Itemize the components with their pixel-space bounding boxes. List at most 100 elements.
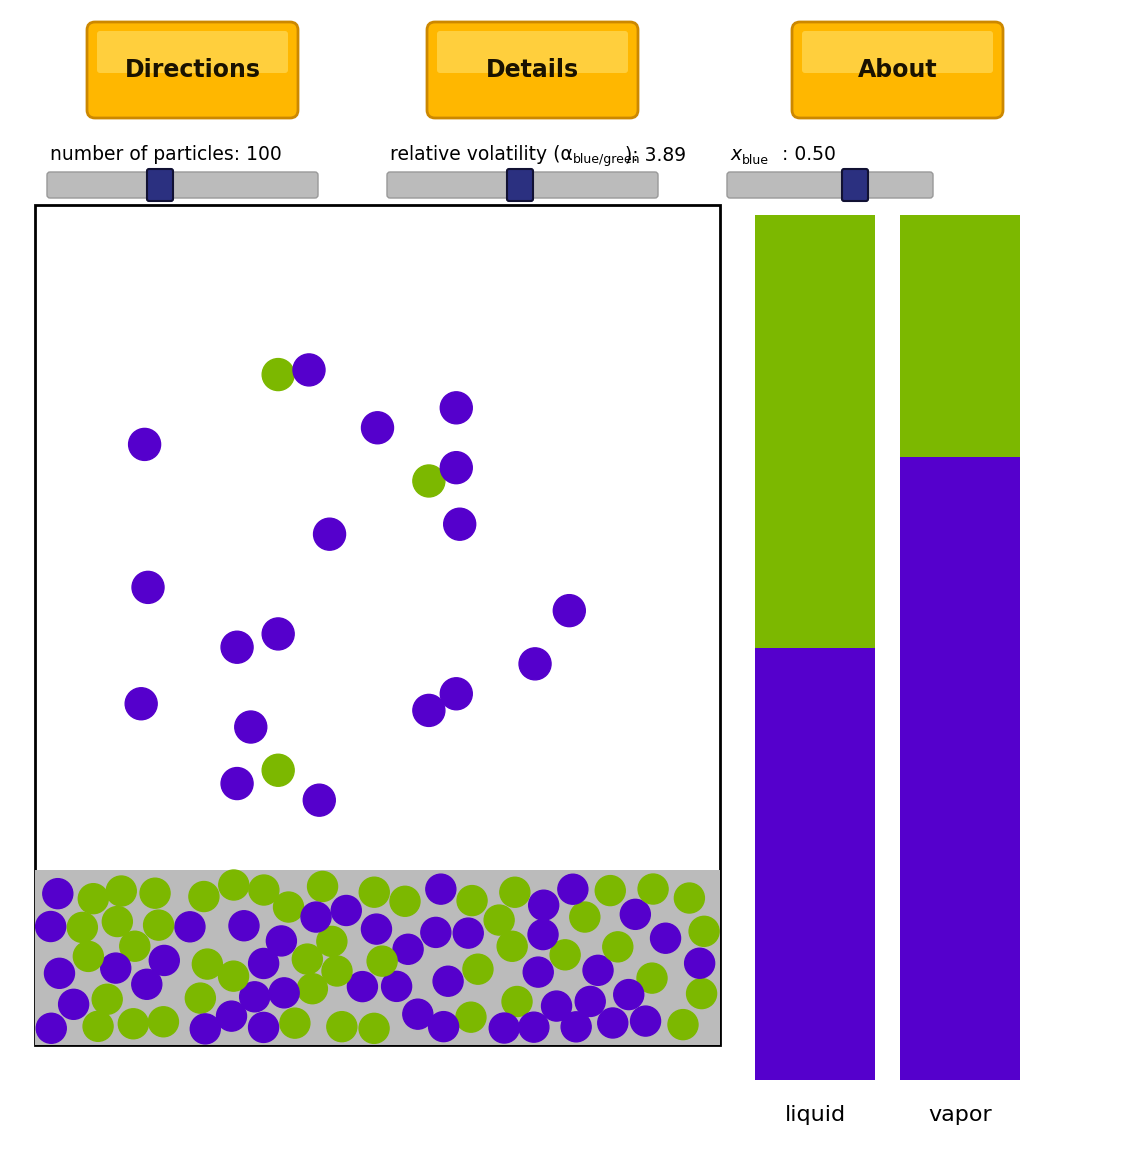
Text: vapor: vapor bbox=[928, 1105, 992, 1125]
Circle shape bbox=[249, 948, 279, 978]
Circle shape bbox=[463, 954, 493, 984]
Circle shape bbox=[429, 1012, 458, 1042]
Circle shape bbox=[280, 1008, 310, 1038]
Circle shape bbox=[218, 961, 248, 991]
Circle shape bbox=[685, 948, 714, 978]
Circle shape bbox=[456, 1003, 486, 1033]
Circle shape bbox=[561, 1012, 591, 1042]
Circle shape bbox=[42, 879, 73, 909]
Circle shape bbox=[293, 353, 325, 386]
Circle shape bbox=[192, 949, 223, 979]
Circle shape bbox=[297, 974, 327, 1004]
Circle shape bbox=[106, 876, 136, 906]
Circle shape bbox=[322, 956, 352, 986]
Circle shape bbox=[103, 906, 133, 936]
Circle shape bbox=[638, 874, 669, 904]
FancyBboxPatch shape bbox=[97, 31, 288, 73]
Text: liquid: liquid bbox=[784, 1105, 846, 1125]
Circle shape bbox=[234, 710, 266, 743]
Circle shape bbox=[668, 1009, 698, 1040]
Circle shape bbox=[361, 914, 391, 945]
Circle shape bbox=[499, 877, 530, 907]
Circle shape bbox=[489, 1013, 519, 1043]
Circle shape bbox=[583, 955, 613, 985]
Circle shape bbox=[119, 1008, 149, 1038]
Circle shape bbox=[519, 1012, 549, 1042]
Circle shape bbox=[129, 429, 161, 460]
Circle shape bbox=[382, 971, 411, 1001]
Circle shape bbox=[120, 931, 150, 961]
Circle shape bbox=[141, 879, 170, 909]
FancyBboxPatch shape bbox=[437, 31, 628, 73]
Circle shape bbox=[133, 571, 165, 604]
FancyBboxPatch shape bbox=[802, 31, 993, 73]
Bar bbox=[756, 216, 876, 648]
Circle shape bbox=[602, 932, 633, 962]
Circle shape bbox=[575, 986, 606, 1016]
Circle shape bbox=[359, 1013, 389, 1043]
Text: Details: Details bbox=[486, 58, 580, 82]
Circle shape bbox=[101, 953, 130, 983]
Circle shape bbox=[367, 946, 397, 976]
Circle shape bbox=[598, 1008, 628, 1038]
Circle shape bbox=[216, 1001, 247, 1032]
Circle shape bbox=[621, 899, 650, 930]
Circle shape bbox=[262, 358, 294, 391]
Circle shape bbox=[175, 912, 205, 942]
Circle shape bbox=[457, 885, 487, 916]
Circle shape bbox=[687, 978, 717, 1008]
Circle shape bbox=[497, 932, 527, 961]
Bar bbox=[35, 870, 720, 1045]
Circle shape bbox=[553, 595, 585, 627]
Circle shape bbox=[218, 870, 249, 901]
Circle shape bbox=[393, 934, 423, 964]
Circle shape bbox=[390, 887, 419, 917]
FancyBboxPatch shape bbox=[387, 172, 658, 198]
Circle shape bbox=[79, 883, 109, 913]
Circle shape bbox=[126, 687, 158, 720]
Circle shape bbox=[149, 1007, 178, 1037]
FancyBboxPatch shape bbox=[47, 172, 318, 198]
Circle shape bbox=[273, 892, 304, 923]
Circle shape bbox=[440, 678, 472, 709]
Circle shape bbox=[93, 984, 122, 1014]
Circle shape bbox=[359, 877, 390, 907]
Circle shape bbox=[614, 979, 644, 1009]
Circle shape bbox=[440, 452, 472, 483]
Circle shape bbox=[221, 632, 253, 663]
Circle shape bbox=[266, 926, 296, 956]
Circle shape bbox=[485, 905, 514, 935]
Text: number of particles: 100: number of particles: 100 bbox=[50, 146, 282, 165]
Circle shape bbox=[558, 874, 588, 904]
Circle shape bbox=[307, 872, 337, 902]
Circle shape bbox=[150, 946, 179, 976]
FancyBboxPatch shape bbox=[87, 22, 298, 118]
Circle shape bbox=[37, 1013, 66, 1043]
Circle shape bbox=[674, 883, 704, 913]
Circle shape bbox=[631, 1006, 661, 1036]
Text: x: x bbox=[730, 146, 741, 165]
Circle shape bbox=[570, 902, 600, 932]
Circle shape bbox=[596, 875, 625, 905]
Circle shape bbox=[221, 767, 253, 800]
Circle shape bbox=[240, 982, 270, 1012]
Circle shape bbox=[413, 694, 445, 727]
FancyBboxPatch shape bbox=[427, 22, 638, 118]
Bar bbox=[900, 216, 1020, 457]
Circle shape bbox=[190, 1014, 221, 1044]
Circle shape bbox=[185, 983, 215, 1013]
Circle shape bbox=[637, 963, 668, 993]
Text: : 0.50: : 0.50 bbox=[782, 146, 836, 165]
Circle shape bbox=[248, 1013, 279, 1042]
Text: About: About bbox=[857, 58, 937, 82]
FancyBboxPatch shape bbox=[792, 22, 1004, 118]
Circle shape bbox=[189, 882, 219, 911]
Circle shape bbox=[529, 890, 559, 920]
Circle shape bbox=[528, 919, 558, 949]
Circle shape bbox=[650, 924, 680, 953]
Circle shape bbox=[361, 411, 393, 444]
Circle shape bbox=[269, 978, 299, 1008]
Circle shape bbox=[550, 940, 581, 970]
Text: relative volatility (α: relative volatility (α bbox=[390, 146, 573, 165]
Circle shape bbox=[542, 991, 572, 1021]
